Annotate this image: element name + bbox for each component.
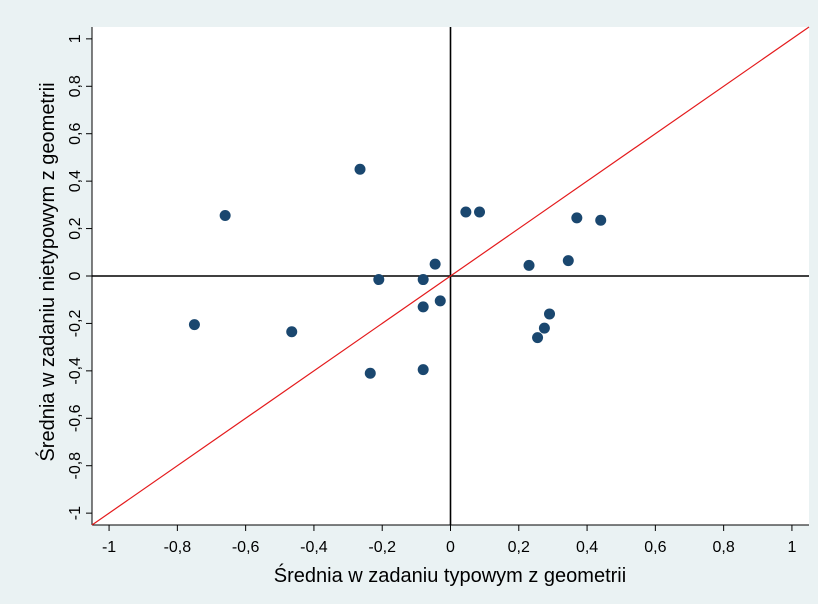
x-tick-label-8: 0,6 (644, 539, 666, 556)
data-point-1 (219, 210, 231, 222)
data-point-4 (364, 367, 376, 379)
y-tick-label-9: 0,8 (67, 75, 84, 97)
x-tick-label-5: 0 (446, 539, 455, 556)
y-tick-label-3: -0,4 (67, 357, 84, 385)
y-tick-label-0: -1 (67, 506, 84, 520)
y-axis-ticks: -1 -0,8 -0,6 -0,4 -0,2 0 0,2 0,4 0,6 0,8 1 (67, 34, 92, 520)
y-tick-label-4: -0,2 (67, 310, 84, 338)
x-tick-label-7: 0,4 (576, 539, 598, 556)
x-tick-label-4: -0,2 (368, 539, 396, 556)
data-point-19 (595, 214, 607, 226)
y-tick-label-6: 0,2 (67, 217, 84, 239)
x-tick-label-9: 0,8 (713, 539, 735, 556)
data-point-2 (286, 326, 298, 338)
x-axis-title: Średnia w zadaniu typowym z geometrii (274, 563, 626, 587)
y-tick-label-2: -0,6 (67, 404, 84, 432)
y-tick-label-10: 1 (67, 34, 84, 43)
x-tick-label-0: -1 (102, 539, 116, 556)
data-point-12 (474, 206, 486, 218)
data-point-0 (188, 319, 200, 331)
x-tick-label-1: -0,8 (164, 539, 192, 556)
data-points (188, 163, 607, 379)
data-point-6 (417, 274, 429, 286)
diagonal-line (91, 26, 810, 526)
data-point-17 (562, 255, 574, 267)
data-point-18 (571, 212, 583, 224)
reference-lines (91, 26, 810, 526)
y-tick-label-5: 0 (67, 271, 84, 280)
data-point-7 (417, 301, 429, 313)
data-point-14 (532, 332, 544, 344)
data-point-10 (434, 295, 446, 307)
x-tick-label-6: 0,2 (508, 539, 530, 556)
data-point-16 (544, 308, 556, 320)
data-point-13 (523, 259, 535, 271)
y-tick-label-7: 0,4 (67, 170, 84, 192)
data-point-3 (354, 163, 366, 175)
y-tick-label-8: 0,6 (67, 122, 84, 144)
data-point-11 (460, 206, 472, 218)
x-tick-label-10: 1 (787, 539, 796, 556)
x-tick-label-3: -0,4 (300, 539, 328, 556)
data-point-9 (429, 258, 441, 270)
data-point-15 (538, 322, 550, 334)
x-axis-ticks: -1 -0,8 -0,6 -0,4 -0,2 0 0,2 0,4 0,6 0,8 1 (102, 525, 796, 556)
x-tick-label-2: -0,6 (232, 539, 260, 556)
y-tick-label-1: -0,8 (67, 452, 84, 480)
data-point-5 (373, 274, 385, 286)
y-axis-title: Średnia w zadaniu nietypowym z geometrii (35, 82, 59, 461)
data-point-8 (417, 364, 429, 376)
